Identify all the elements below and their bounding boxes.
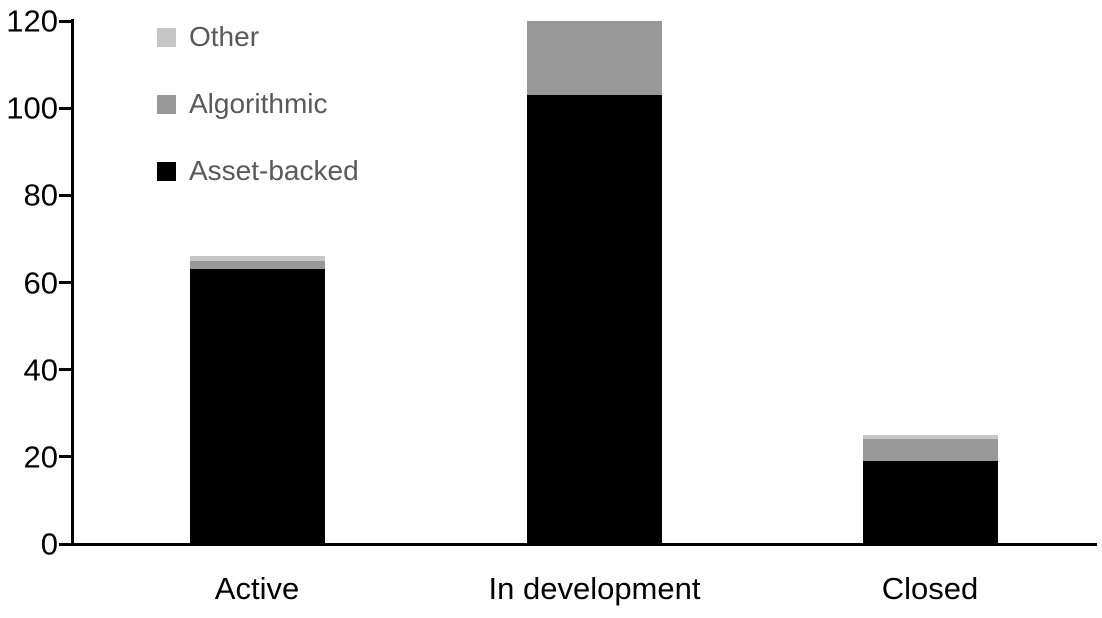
y-tick-mark (59, 106, 71, 110)
y-tick-label: 20 (23, 439, 58, 475)
bar-segment-algorithmic (862, 439, 998, 462)
y-tick-mark (59, 542, 71, 546)
legend-swatch-icon (157, 27, 176, 47)
legend-swatch-icon (157, 161, 176, 181)
x-axis-label-in-development: In development (488, 571, 701, 606)
legend-item-asset-backed: Asset-backed (157, 157, 359, 185)
y-tick-mark (59, 19, 71, 23)
bar-segment-algorithmic (189, 260, 325, 270)
legend-label: Asset-backed (189, 155, 359, 186)
legend-item-other: Other (157, 23, 359, 51)
x-axis-label-closed: Closed (881, 571, 979, 606)
legend-label: Algorithmic (189, 88, 328, 119)
legend-label: Other (189, 21, 260, 52)
bar-segment-other (189, 256, 325, 261)
y-tick-mark (59, 368, 71, 372)
y-tick-label: 120 (6, 3, 58, 39)
y-tick-mark (59, 193, 71, 197)
y-tick-label: 40 (23, 352, 58, 388)
legend: Other Algorithmic Asset-backed (157, 23, 359, 224)
bar-segment-asset-backed (862, 461, 998, 544)
y-tick-label: 80 (23, 177, 58, 213)
y-tick-mark (59, 455, 71, 459)
legend-swatch-icon (157, 94, 176, 114)
bar-in-development (527, 21, 662, 544)
bar-segment-algorithmic (527, 21, 662, 96)
y-axis-line (71, 19, 74, 546)
bar-active (189, 256, 325, 544)
y-tick-mark (59, 281, 71, 284)
legend-item-algorithmic: Algorithmic (157, 90, 359, 118)
bar-closed (862, 435, 998, 544)
bar-segment-asset-backed (527, 95, 662, 544)
y-tick-label: 100 (6, 90, 58, 126)
bar-segment-other (862, 435, 998, 440)
x-axis-label-active: Active (214, 571, 300, 606)
bar-segment-asset-backed (189, 269, 325, 544)
x-axis-line (71, 543, 1097, 546)
y-tick-label: 0 (40, 526, 58, 562)
y-tick-label: 60 (23, 265, 58, 300)
